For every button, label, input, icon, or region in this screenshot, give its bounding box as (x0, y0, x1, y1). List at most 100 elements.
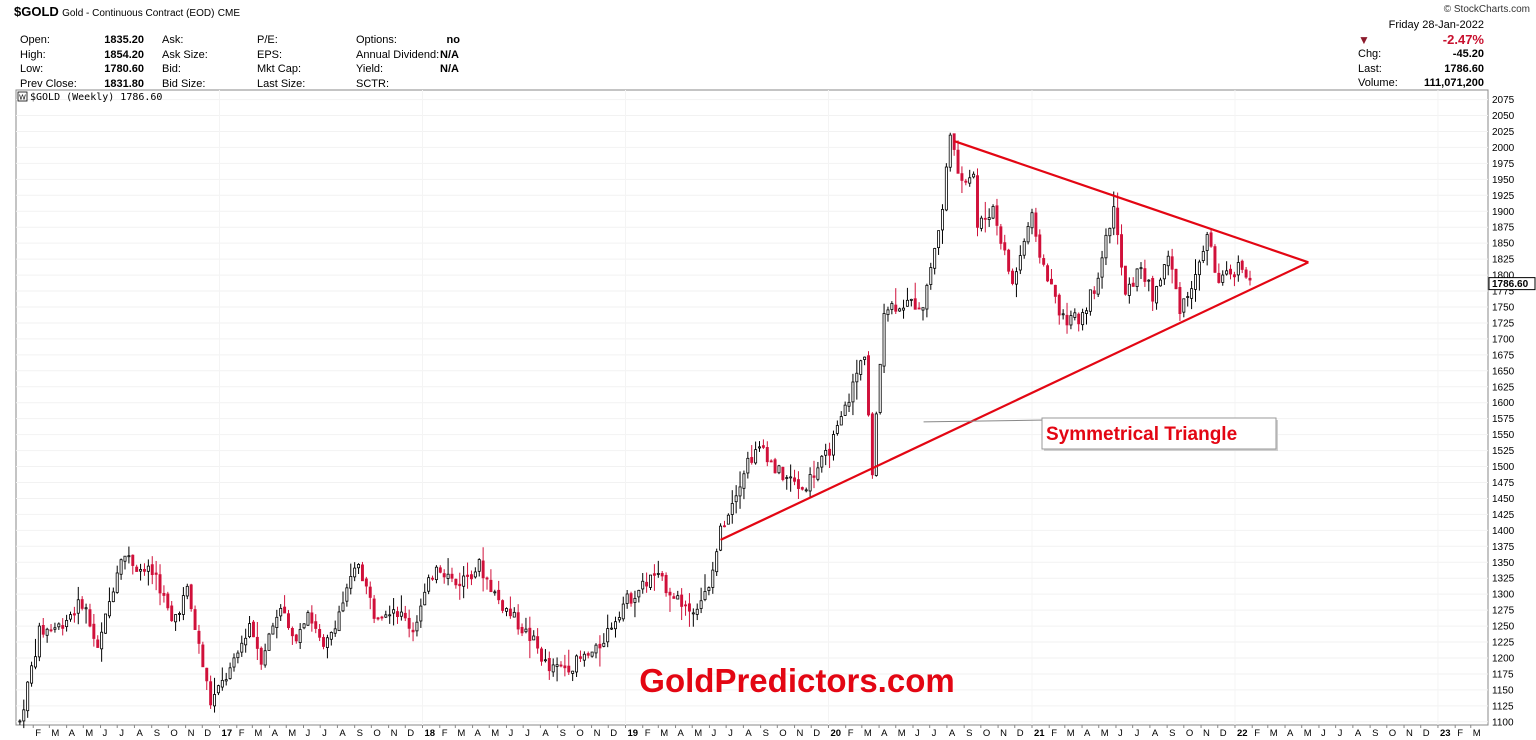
candle-body (399, 611, 403, 617)
candle-body (1232, 274, 1236, 278)
candle-body (49, 629, 53, 632)
candle-body (734, 495, 738, 503)
candle-body (699, 600, 703, 609)
y-tick-label: 1400 (1492, 526, 1515, 537)
candle-body (902, 307, 906, 311)
candle-body (1158, 279, 1162, 287)
x-tick-label: A (745, 728, 752, 739)
candle-body (976, 175, 979, 228)
candle-body (703, 591, 707, 600)
candle-body (287, 613, 290, 629)
candle-body (680, 594, 684, 607)
candle-body (1186, 296, 1190, 298)
x-tick-label: J (711, 728, 716, 739)
legend-toggle-icon[interactable] (17, 91, 28, 102)
x-tick-label: D (610, 728, 617, 739)
candle-body (92, 623, 96, 639)
candle-body (563, 665, 567, 669)
candle-body (905, 299, 909, 307)
last-price-box (1488, 277, 1536, 291)
candle-body (1213, 246, 1217, 273)
candle-body (329, 632, 333, 640)
candle-body (1147, 279, 1151, 282)
candle-body (793, 477, 797, 482)
candle-body (485, 577, 489, 580)
options-label: Options: (356, 34, 397, 46)
y-tick-label: 1975 (1492, 159, 1515, 170)
candle-body (146, 565, 150, 572)
candle-body (33, 656, 37, 668)
stockcharts-branding: © StockCharts.com (1443, 4, 1530, 15)
candle-body (442, 573, 446, 578)
x-tick-label: J (525, 728, 530, 739)
candle-body (450, 573, 454, 579)
candle-body (586, 653, 590, 656)
candles (18, 132, 1252, 729)
candle-body (777, 465, 781, 474)
y-tick-label: 2025 (1492, 127, 1515, 138)
candle-body (497, 589, 501, 601)
candle-body (505, 608, 508, 612)
sctr-label: SCTR: (356, 77, 389, 90)
candle-body (796, 479, 800, 489)
x-tick-label: S (560, 728, 566, 739)
candle-body (742, 473, 746, 489)
candle-body (1085, 310, 1088, 314)
candle-body (45, 628, 49, 636)
y-tick-label: 1675 (1492, 350, 1515, 361)
x-tick-label: D (204, 728, 211, 739)
annual-dividend-value: N/A (440, 48, 459, 61)
candle-body (322, 637, 325, 647)
candle-body (150, 564, 154, 576)
symbol: $GOLD (14, 4, 59, 19)
y-tick-label: 1125 (1492, 701, 1514, 712)
candle-body (458, 583, 462, 587)
y-tick-label: 1800 (1492, 271, 1515, 282)
candle-body (57, 623, 61, 628)
x-tick-label: D (1017, 728, 1024, 739)
candle-body (695, 608, 699, 615)
x-tick-label: N (1203, 728, 1210, 739)
candle-body (660, 573, 664, 577)
candle-body (477, 559, 481, 572)
ask-size-label: Ask Size: (162, 48, 208, 61)
candle-body (520, 626, 524, 634)
volume-label: Volume: (1358, 77, 1398, 89)
candle-body (469, 574, 473, 580)
candle-body (384, 614, 388, 618)
candle-body (843, 404, 847, 416)
x-tick-label: J (1135, 728, 1140, 739)
x-tick-label: D (813, 728, 820, 739)
candle-body (528, 627, 532, 641)
chg-value: -45.20 (1452, 48, 1484, 60)
candle-body (758, 446, 761, 449)
prev-close-value: 1831.80 (104, 77, 144, 90)
candle-body (567, 665, 571, 673)
candle-body (676, 595, 680, 600)
x-tick-label: M (694, 728, 702, 739)
candle-body (1053, 284, 1057, 297)
candle-body (1112, 206, 1116, 229)
x-tick-label: M (51, 728, 59, 739)
candle-body (166, 593, 170, 609)
candle-body (170, 605, 174, 622)
x-tick-label: J (322, 728, 327, 739)
callout-text: Symmetrical Triangle (1046, 424, 1237, 445)
candle-body (357, 564, 361, 569)
candle-body (1151, 278, 1155, 302)
candle-body (18, 720, 22, 723)
candle-body (376, 617, 380, 620)
candle-body (80, 599, 84, 609)
candle-body (781, 466, 785, 480)
candle-body (411, 629, 415, 633)
x-tick-label: A (1355, 728, 1362, 739)
chart-title: $GOLD Gold - Continuous Contract (EOD) C… (14, 4, 240, 19)
candle-body (672, 596, 676, 599)
candle-body (372, 598, 376, 619)
candle-body (407, 617, 411, 629)
candle-body (925, 284, 929, 310)
candle-body (283, 606, 287, 614)
candle-body (824, 449, 828, 456)
change-percent: -2.47% (1442, 31, 1484, 47)
